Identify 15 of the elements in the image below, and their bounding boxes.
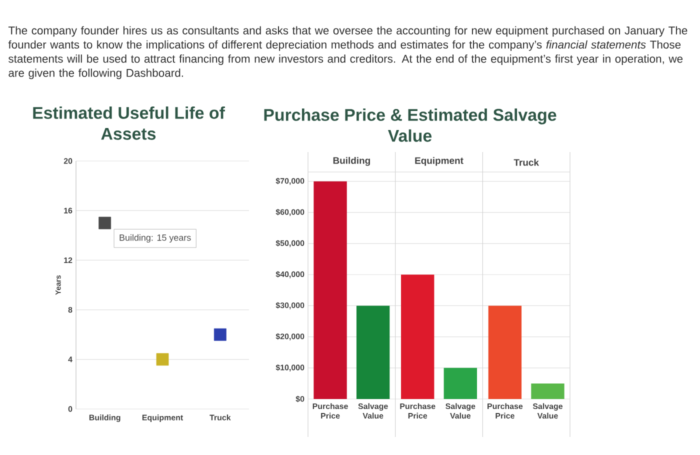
point	[156, 353, 169, 366]
x-tick-label: Truck	[514, 158, 539, 166]
bar	[401, 274, 434, 399]
chart-title: Estimated Useful Life of Assets	[33, 106, 225, 140]
bar	[356, 306, 390, 399]
text: The company founder hires us as consultants and asks that we oversee the accounting for new equipment purchased on January The founder wants to know the implications of different depreciation methods and estimates for the company’s financial statements Those statements will be used to attract financing from new investors and creditors. At the end of the equipment’s first year in operation, we are given the following Dashboard.	[8, 26, 688, 80]
bar	[444, 368, 477, 399]
point	[214, 328, 226, 341]
x-tick-label: Building	[333, 156, 370, 166]
chart-title: Purchase Price & Estimated Salvage Value	[264, 108, 556, 142]
point	[98, 216, 112, 230]
bar	[531, 383, 564, 399]
bar	[314, 181, 347, 399]
x-tick-label: Equipment	[415, 156, 464, 166]
bar	[488, 306, 522, 399]
